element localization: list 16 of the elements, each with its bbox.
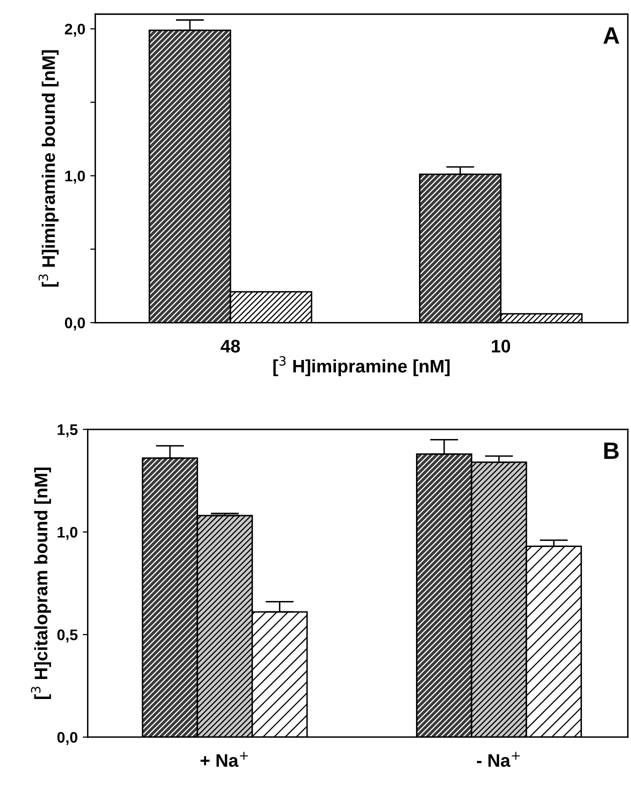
x-tick-label: + Na$^{+}$ — [200, 752, 248, 767]
y-tick-label: 2,0 — [64, 24, 85, 37]
x-tick-label: 48 — [220, 340, 240, 353]
x-tick-label: - Na$^{+}$ — [476, 752, 520, 767]
y-tick-label: 0,0 — [64, 318, 85, 331]
y-axis-title: [$^{3}$ H]citalopram bound [nM] — [30, 468, 52, 699]
y-axis-title: [$^{3}$ H]imipramine bound [nM] — [38, 50, 59, 287]
y-tick-label: 1,0 — [65, 170, 85, 184]
chart-title: A — [603, 27, 620, 44]
x-tick-label: 10 — [492, 340, 510, 353]
x-axis-title: [$^{3}$ H]imipramine [nM] — [273, 356, 450, 376]
y-tick-label: 0,0 — [57, 732, 78, 746]
y-tick-label: 1,5 — [58, 424, 78, 438]
y-tick-label: 1,0 — [58, 526, 78, 540]
y-tick-label: 0,5 — [57, 629, 78, 642]
chart-title: B — [604, 442, 619, 459]
